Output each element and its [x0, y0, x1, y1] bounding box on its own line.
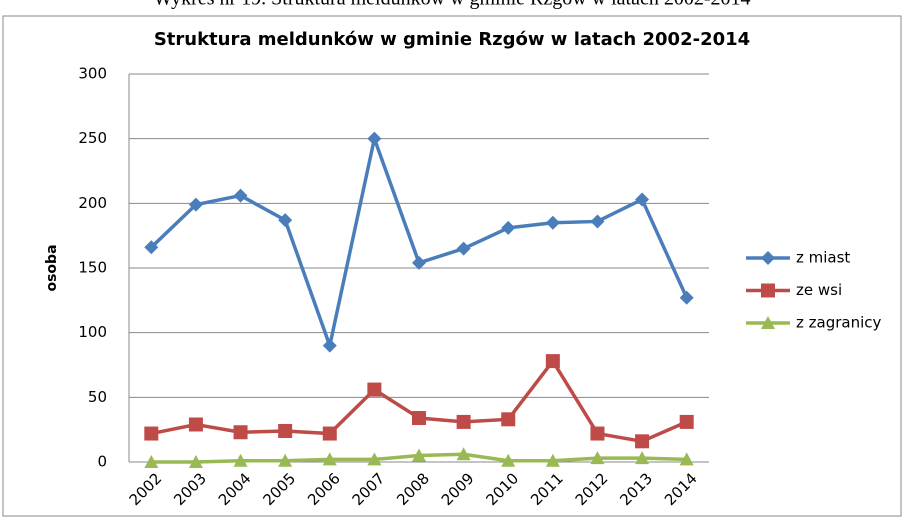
data-point [590, 451, 605, 465]
data-point [233, 425, 248, 440]
data-point [233, 453, 248, 467]
data-point [144, 426, 159, 441]
y-tick-label: 250 [78, 129, 107, 147]
y-tick-label: 300 [78, 65, 107, 83]
data-point [501, 220, 516, 235]
y-tick-label: 100 [78, 323, 107, 341]
data-point [679, 452, 694, 466]
data-point [322, 452, 337, 466]
y-axis-label: osoba [44, 244, 60, 291]
x-tick-label: 2011 [527, 469, 567, 509]
data-point [679, 290, 694, 305]
x-tick-label: 2013 [616, 469, 656, 509]
data-point [188, 455, 203, 468]
data-point [144, 240, 159, 255]
x-tick-label: 2014 [661, 469, 701, 509]
data-point [635, 434, 650, 449]
x-tick-label: 2002 [126, 469, 166, 509]
y-tick-label: 200 [78, 194, 107, 212]
data-point [278, 453, 293, 467]
data-point [367, 452, 382, 466]
legend-label: z zagranicy [796, 314, 882, 332]
y-tick-label: 150 [78, 259, 107, 277]
x-tick-label: 2003 [170, 469, 210, 509]
data-point [412, 411, 426, 426]
legend-label: ze wsi [796, 281, 842, 299]
data-point [412, 255, 426, 270]
data-point [278, 213, 293, 228]
legend-marker [761, 316, 775, 329]
legend-marker [761, 251, 775, 265]
legend-marker [761, 283, 775, 298]
data-point [278, 423, 293, 438]
data-point [635, 192, 650, 207]
data-point [545, 215, 560, 230]
data-point [456, 414, 471, 429]
data-point [679, 414, 694, 429]
series-line [150, 132, 689, 352]
x-tick-label: 2006 [304, 469, 344, 509]
data-point [367, 382, 382, 397]
data-point [188, 197, 203, 212]
data-point [188, 417, 203, 432]
chart-title: Struktura meldunków w gminie Rzgów w lat… [154, 29, 750, 50]
legend-label: z miast [796, 249, 850, 267]
data-point [456, 241, 471, 256]
data-point [456, 447, 471, 461]
series-line [150, 358, 688, 444]
data-point [545, 354, 560, 369]
x-tick-label: 2005 [259, 469, 299, 509]
data-point [590, 426, 605, 441]
y-tick-label: 0 [97, 453, 107, 471]
data-point [412, 448, 426, 462]
chart-border [2, 15, 902, 517]
data-point [233, 188, 248, 203]
x-tick-label: 2004 [215, 469, 255, 509]
data-point [367, 131, 382, 146]
data-point [144, 455, 159, 468]
data-point [322, 426, 337, 441]
caption: Wykres nr 19. Struktura meldunków w gmin… [153, 0, 750, 10]
data-point [501, 412, 516, 427]
x-tick-label: 2010 [483, 469, 523, 509]
data-point [501, 453, 516, 467]
x-tick-label: 2008 [393, 469, 433, 509]
data-point [545, 453, 560, 467]
x-tick-label: 2007 [349, 469, 389, 509]
data-point [635, 451, 650, 465]
y-tick-label: 50 [88, 388, 107, 406]
data-point [590, 214, 605, 229]
x-tick-label: 2012 [572, 469, 612, 509]
data-point [322, 338, 337, 353]
x-tick-label: 2009 [438, 469, 478, 509]
